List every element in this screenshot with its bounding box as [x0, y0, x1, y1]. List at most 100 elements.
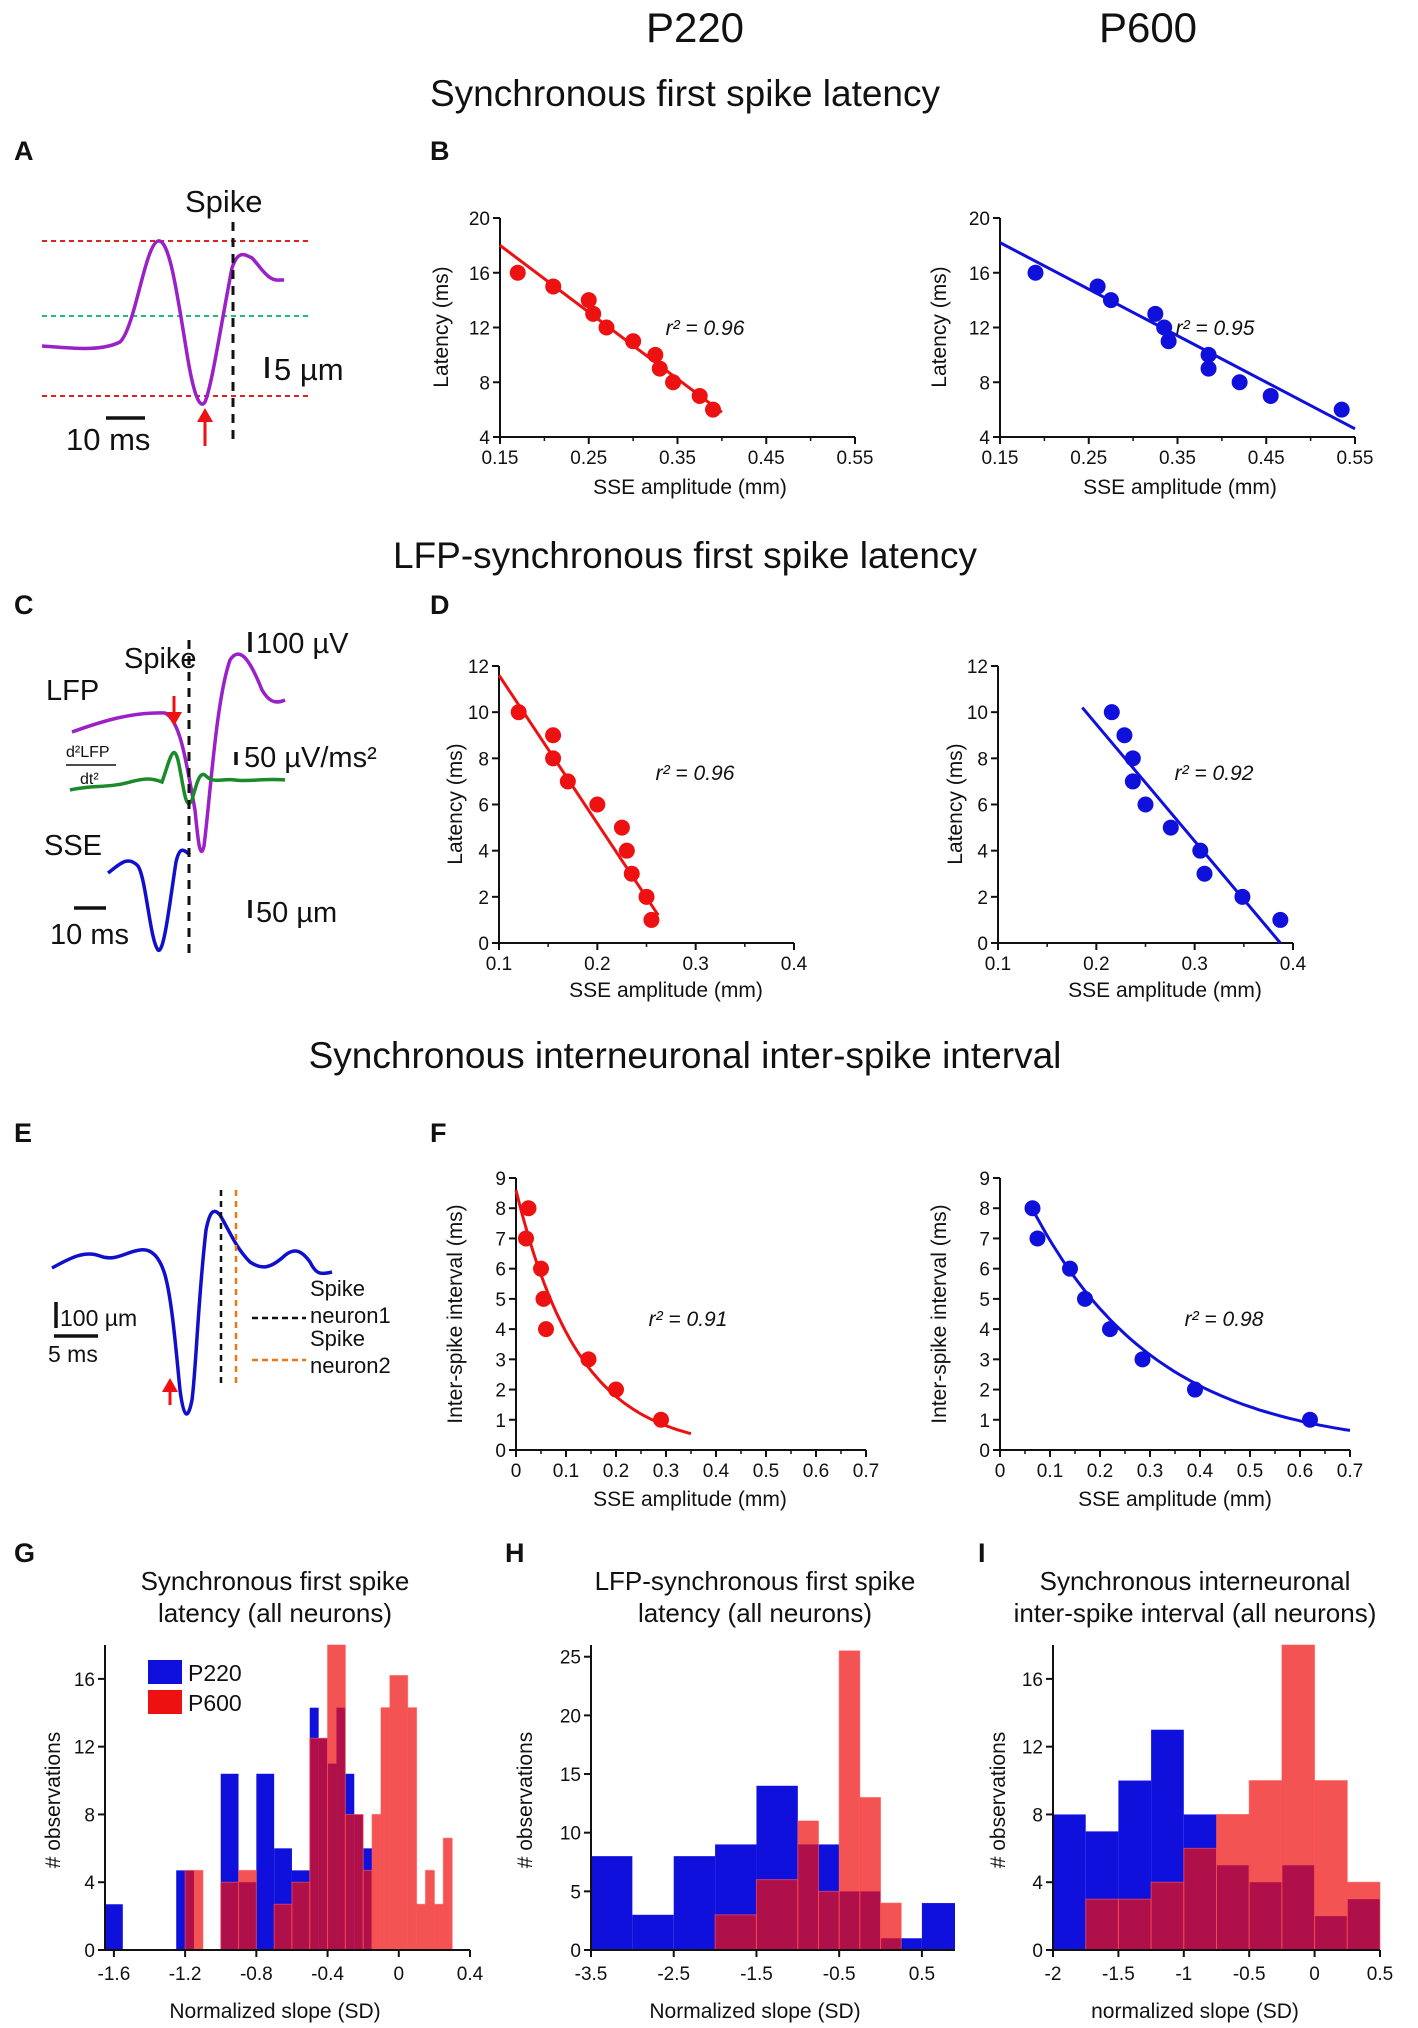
data-point	[520, 1200, 537, 1217]
x-tick-label: 0.3	[1181, 954, 1207, 975]
scale-100uv-label: 100 µV	[256, 628, 349, 660]
x-tick-label: -1.5	[740, 1964, 773, 1985]
p600-bar	[238, 1869, 257, 1951]
data-point	[1147, 305, 1164, 322]
r-squared-label: r² = 0.92	[1175, 762, 1254, 785]
data-point	[1102, 292, 1119, 309]
data-point	[1200, 346, 1217, 363]
histogram-h-title-1: LFP-synchronous first spike	[595, 1566, 916, 1596]
scale-50um-label: 50 µm	[256, 897, 337, 929]
p600-bar	[1117, 1898, 1152, 1951]
histogram-g-title-2: latency (all neurons)	[158, 1598, 392, 1628]
y-axis-label: # observations	[987, 1732, 1010, 1869]
data-point	[1077, 1290, 1093, 1307]
x-tick-label: 0.35	[659, 448, 696, 469]
r-squared-label: r² = 0.95	[1176, 317, 1255, 340]
x-tick-label: -3.5	[575, 1964, 608, 1985]
p600-bar	[1150, 1881, 1185, 1951]
data-point	[691, 387, 708, 404]
y-tick-label: 12	[469, 319, 490, 340]
sse-trace-blue	[106, 848, 192, 952]
p600-bar	[327, 1644, 346, 1951]
x-tick-label: -1	[1175, 1964, 1192, 1985]
y-tick-label: 6	[495, 1260, 506, 1281]
data-point	[623, 865, 640, 882]
y-tick-label: 8	[977, 749, 988, 770]
x-tick-label: 0.1	[553, 1461, 579, 1482]
scale-50uv-ms2-label: 50 µV/ms²	[244, 742, 377, 774]
data-point	[559, 773, 576, 790]
y-tick-label: 6	[979, 1260, 990, 1281]
p220-bar	[256, 1773, 275, 1950]
x-tick-label: 0.55	[1337, 448, 1374, 469]
panel-c-traces: LFP Spike d²LFP dt² SSE 100 µV 50 µV/ms²…	[44, 628, 377, 958]
y-tick-label: 3	[979, 1350, 990, 1371]
chart-b_p600: 0.15 0.25 0.35 0.45 0.55 4 8 12 16 20 SSE amplitud…	[928, 209, 1373, 499]
data-point	[1162, 819, 1179, 836]
y-tick-label: 3	[495, 1350, 506, 1371]
y-tick-label: 10	[468, 703, 489, 724]
p600-bar	[859, 1797, 882, 1951]
x-axis-label: SSE amplitude (mm)	[593, 1488, 787, 1511]
section-title-2: LFP-synchronous first spike latency	[393, 535, 978, 576]
x-tick-label: 0.15	[982, 448, 1019, 469]
p600-bar	[838, 1650, 861, 1951]
x-tick-label: 0.3	[653, 1461, 679, 1482]
data-point	[585, 305, 602, 322]
y-tick-label: 5	[570, 1882, 581, 1903]
y-tick-label: 16	[74, 1670, 95, 1691]
p600-bar	[380, 1707, 391, 1951]
y-tick-label: 2	[979, 1381, 990, 1402]
p600-bar	[818, 1890, 840, 1951]
data-point	[1062, 1260, 1078, 1277]
chart-b_p220: 0.15 0.25 0.35 0.45 0.55 4 8 12 16 20 SSE amplitud…	[430, 209, 873, 499]
p600-bar	[433, 1903, 444, 1951]
histogram-g: -1.6 -1.2 -0.8 -0.4 0 0.4 0 4 8 12 16 Normalized sl…	[42, 1644, 484, 2023]
data-point	[1160, 333, 1177, 350]
data-point	[545, 727, 562, 744]
x-tick-label: 0.4	[1280, 954, 1307, 975]
x-tick-label: -1.5	[1102, 1964, 1135, 1985]
legend-neuron1-label-2: neuron1	[310, 1303, 391, 1328]
x-tick-label: 0.4	[1187, 1461, 1214, 1482]
x-tick-label: 0.7	[853, 1461, 879, 1482]
chart-f_p600: 0 0.1 0.2 0.3 0.4 0.5 0.6 0.7 0 1 2 3 4 5 6 7 8 9 SSE ampl…	[928, 1169, 1363, 1511]
data-point	[1302, 1411, 1318, 1428]
data-point	[535, 1290, 552, 1307]
data-point	[665, 374, 682, 391]
y-axis-label: Latency (ms)	[444, 743, 467, 864]
data-point	[1196, 865, 1213, 882]
data-point	[1029, 1230, 1046, 1247]
data-point	[510, 704, 527, 721]
deriv-numerator-label: d²LFP	[66, 744, 110, 761]
y-tick-label: 0	[977, 934, 988, 955]
y-tick-label: 12	[967, 657, 988, 678]
spike-label-c: Spike	[124, 643, 197, 675]
x-tick-label: 0.1	[985, 954, 1011, 975]
legend-p220-label: P220	[188, 1660, 242, 1686]
panel-letter-g: G	[14, 1538, 35, 1568]
x-tick-label: -0.5	[1233, 1964, 1266, 1985]
x-tick-label: 0.4	[781, 954, 808, 975]
y-axis-label: # observations	[514, 1732, 537, 1869]
x-tick-label: 0.5	[1237, 1461, 1263, 1482]
p600-bar	[389, 1675, 409, 1951]
p220-bar	[591, 1856, 633, 1950]
y-tick-label: 4	[478, 842, 489, 863]
p600-bar	[1281, 1644, 1316, 1951]
p600-bar	[407, 1707, 418, 1951]
p600-bar	[344, 1813, 364, 1951]
x-tick-label: 0.35	[1159, 448, 1196, 469]
y-tick-label: 0	[478, 934, 489, 955]
y-tick-label: 8	[495, 1199, 506, 1220]
data-point	[1192, 842, 1209, 859]
data-point	[643, 911, 660, 928]
fit-curve	[1028, 1203, 1351, 1432]
x-tick-label: 0.3	[1137, 1461, 1163, 1482]
data-point	[509, 264, 526, 281]
data-point	[1272, 911, 1289, 928]
data-point	[1103, 704, 1120, 721]
p600-bar	[442, 1837, 453, 1951]
p600-bar	[273, 1903, 293, 1951]
data-point	[608, 1381, 624, 1398]
